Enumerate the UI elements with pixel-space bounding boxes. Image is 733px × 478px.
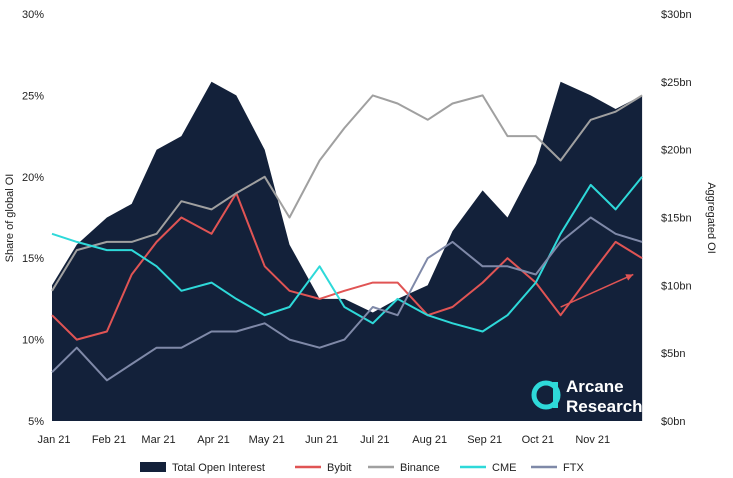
x-tick-label: Jul 21 bbox=[360, 434, 389, 446]
x-tick-label: Mar 21 bbox=[141, 434, 175, 446]
legend-label: CME bbox=[492, 462, 516, 474]
x-tick-label: Nov 21 bbox=[575, 434, 610, 446]
y-right-tick-label: $0bn bbox=[661, 416, 685, 428]
brand-name-line1: Arcane bbox=[566, 377, 624, 396]
y-left-tick-label: 30% bbox=[22, 9, 44, 21]
x-tick-label: Apr 21 bbox=[197, 434, 229, 446]
total-open-interest-area bbox=[52, 81, 643, 422]
y-left-tick-label: 10% bbox=[22, 335, 44, 347]
x-tick-label: Jan 21 bbox=[37, 434, 70, 446]
x-tick-label: Oct 21 bbox=[522, 434, 554, 446]
legend-label: Bybit bbox=[327, 462, 351, 474]
legend-label: Binance bbox=[400, 462, 440, 474]
x-tick-label: Aug 21 bbox=[412, 434, 447, 446]
y-left-tick-label: 5% bbox=[28, 416, 44, 428]
y-right-tick-label: $20bn bbox=[661, 145, 692, 157]
y-axis-left-title: Share of global OI bbox=[4, 174, 16, 263]
y-right-tick-label: $30bn bbox=[661, 9, 692, 21]
legend-label: Total Open Interest bbox=[172, 462, 265, 474]
legend-swatch bbox=[140, 462, 166, 472]
y-left-tick-label: 25% bbox=[22, 90, 44, 102]
x-axis-ticks: Jan 21 Feb 21 Mar 21 Apr 21 May 21 Jun 21 Jul … bbox=[37, 434, 610, 446]
y-left-tick-label: 15% bbox=[22, 253, 44, 265]
brand-logo-icon-stem bbox=[553, 382, 558, 408]
bybit-trend-arrow bbox=[560, 273, 634, 308]
cme-line bbox=[51, 176, 643, 333]
x-tick-label: Sep 21 bbox=[467, 434, 502, 446]
share-lines-layer bbox=[51, 94, 643, 382]
left-axis-ticks: 5% 10% 15% 20% 25% 30% bbox=[22, 9, 44, 428]
x-tick-label: Jun 21 bbox=[305, 434, 338, 446]
x-tick-label: May 21 bbox=[249, 434, 285, 446]
y-left-tick-label: 20% bbox=[22, 172, 44, 184]
bybit-trend-arrow-head bbox=[625, 274, 634, 281]
x-tick-label: Feb 21 bbox=[92, 434, 126, 446]
right-axis-ticks: $0bn $5bn $10bn $15bn $20bn $25bn $30bn bbox=[661, 9, 692, 428]
y-right-tick-label: $10bn bbox=[661, 280, 692, 292]
y-axis-right-title: Aggregated OI bbox=[705, 182, 717, 254]
binance-line bbox=[51, 94, 643, 292]
brand-name-line2: Research bbox=[566, 397, 643, 416]
total-oi-area-layer bbox=[52, 81, 643, 422]
y-right-tick-label: $5bn bbox=[661, 348, 685, 360]
annotation-layer bbox=[560, 273, 634, 308]
brand-logo: Arcane Research bbox=[531, 377, 643, 416]
legend: Total Open Interest Bybit Binance CME FTX bbox=[140, 462, 584, 474]
y-right-tick-label: $25bn bbox=[661, 77, 692, 89]
bybit-line bbox=[51, 192, 643, 341]
y-right-tick-label: $15bn bbox=[661, 213, 692, 225]
legend-label: FTX bbox=[563, 462, 584, 474]
ftx-line bbox=[51, 216, 643, 382]
